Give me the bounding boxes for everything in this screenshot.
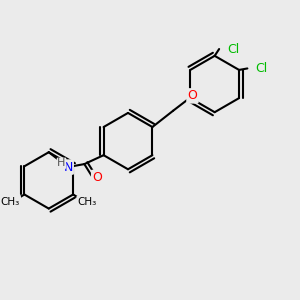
- Text: CH₃: CH₃: [1, 197, 20, 207]
- Text: N: N: [63, 160, 73, 174]
- Text: O: O: [92, 171, 102, 184]
- Text: CH₃: CH₃: [77, 197, 97, 207]
- Text: Cl: Cl: [256, 62, 268, 75]
- Text: O: O: [188, 89, 197, 102]
- Text: Cl: Cl: [227, 43, 240, 56]
- Text: H: H: [57, 158, 66, 168]
